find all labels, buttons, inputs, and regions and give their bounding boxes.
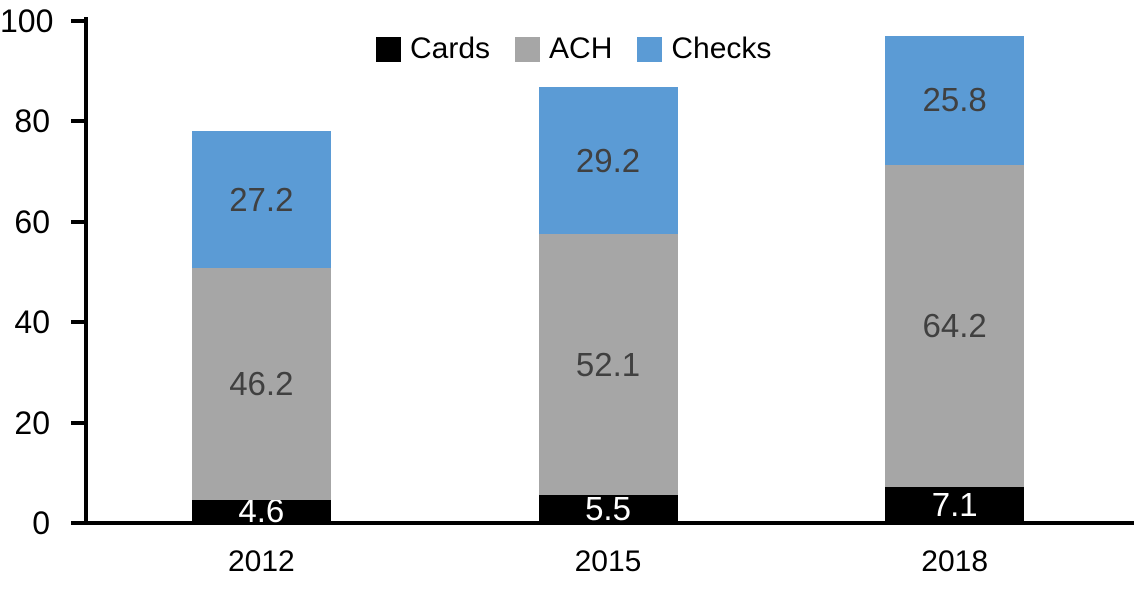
legend-label: ACH [549, 32, 613, 65]
bar-segment-ach-2012 [191, 267, 331, 500]
bar-segment-ach-2015 [538, 233, 678, 496]
bar-segment-cards-2012 [191, 499, 331, 523]
y-axis-tick [71, 320, 84, 325]
data-label-cards-2012: 4.6 [238, 492, 285, 530]
data-label-ach-2018: 64.2 [922, 307, 987, 345]
bar-segment-ach-2018 [885, 165, 1025, 488]
y-axis-tick-label: 0 [32, 505, 50, 541]
x-axis-category-label: 2015 [574, 545, 642, 578]
y-axis-tick-label: 40 [14, 304, 50, 341]
bar-segment-cards-2018 [885, 487, 1025, 523]
data-label-checks-2015: 29.2 [575, 141, 641, 179]
legend-item-cards: Cards [376, 32, 490, 66]
y-axis-tick [71, 119, 84, 124]
y-axis-tick-label: 80 [14, 103, 50, 140]
bar-segment-checks-2012 [191, 131, 331, 268]
data-label-ach-2015: 52.1 [575, 345, 641, 383]
x-axis-category-label: 2012 [227, 545, 295, 578]
data-label-cards-2018: 7.1 [931, 486, 978, 524]
chart-legend: Cards ACH Checks [376, 32, 771, 66]
data-label-ach-2012: 46.2 [229, 364, 294, 402]
legend-swatch-icon [637, 36, 663, 62]
data-label-checks-2018: 25.8 [922, 81, 987, 119]
bar-segment-checks-2018 [885, 35, 1025, 166]
x-axis [71, 521, 1134, 525]
x-axis-category-label: 2018 [921, 545, 989, 578]
legend-item-ach: ACH [515, 32, 612, 66]
legend-swatch-icon [515, 36, 541, 62]
y-axis-tick [71, 219, 84, 224]
legend-swatch-icon [376, 36, 401, 62]
bar-segment-checks-2015 [538, 87, 678, 234]
legend-item-checks: Checks [637, 32, 771, 66]
y-axis [84, 17, 88, 525]
y-axis-tick-label: 100 [0, 3, 54, 39]
y-axis-tick-label: 60 [14, 203, 50, 240]
legend-label: Cards [410, 32, 491, 65]
y-axis-tick [71, 420, 84, 425]
data-label-checks-2012: 27.2 [229, 180, 294, 218]
y-axis-tick-label: 20 [14, 404, 50, 441]
bar-segment-cards-2015 [538, 495, 678, 523]
data-label-cards-2015: 5.5 [585, 490, 631, 528]
y-axis-tick [71, 19, 84, 23]
legend-label: Checks [671, 32, 772, 65]
